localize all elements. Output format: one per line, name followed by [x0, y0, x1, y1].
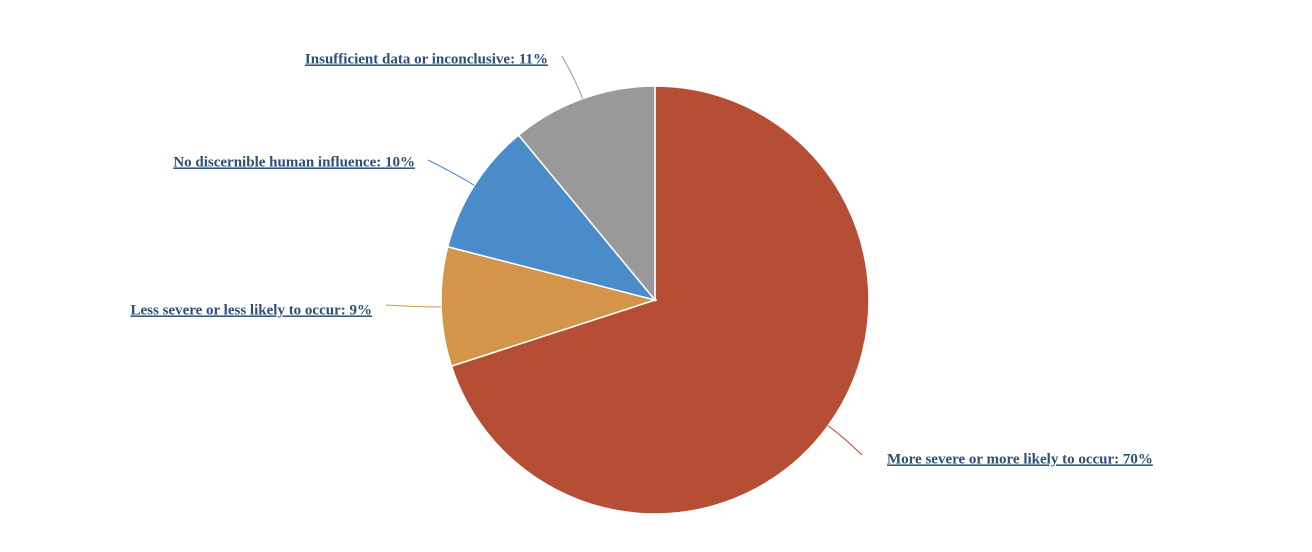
leader-line	[561, 55, 583, 99]
leader-line	[385, 304, 442, 308]
data-label: Insufficient data or inconclusive: 11%	[305, 51, 548, 67]
leader-line	[427, 159, 475, 186]
data-label: More severe or more likely to occur: 70%	[887, 451, 1153, 467]
leader-line	[827, 425, 863, 456]
pie-slice	[450, 85, 870, 515]
data-label: Less severe or less likely to occur: 9%	[131, 302, 372, 318]
data-label: No discernible human influence: 10%	[173, 154, 415, 170]
pie-slice	[517, 85, 656, 303]
